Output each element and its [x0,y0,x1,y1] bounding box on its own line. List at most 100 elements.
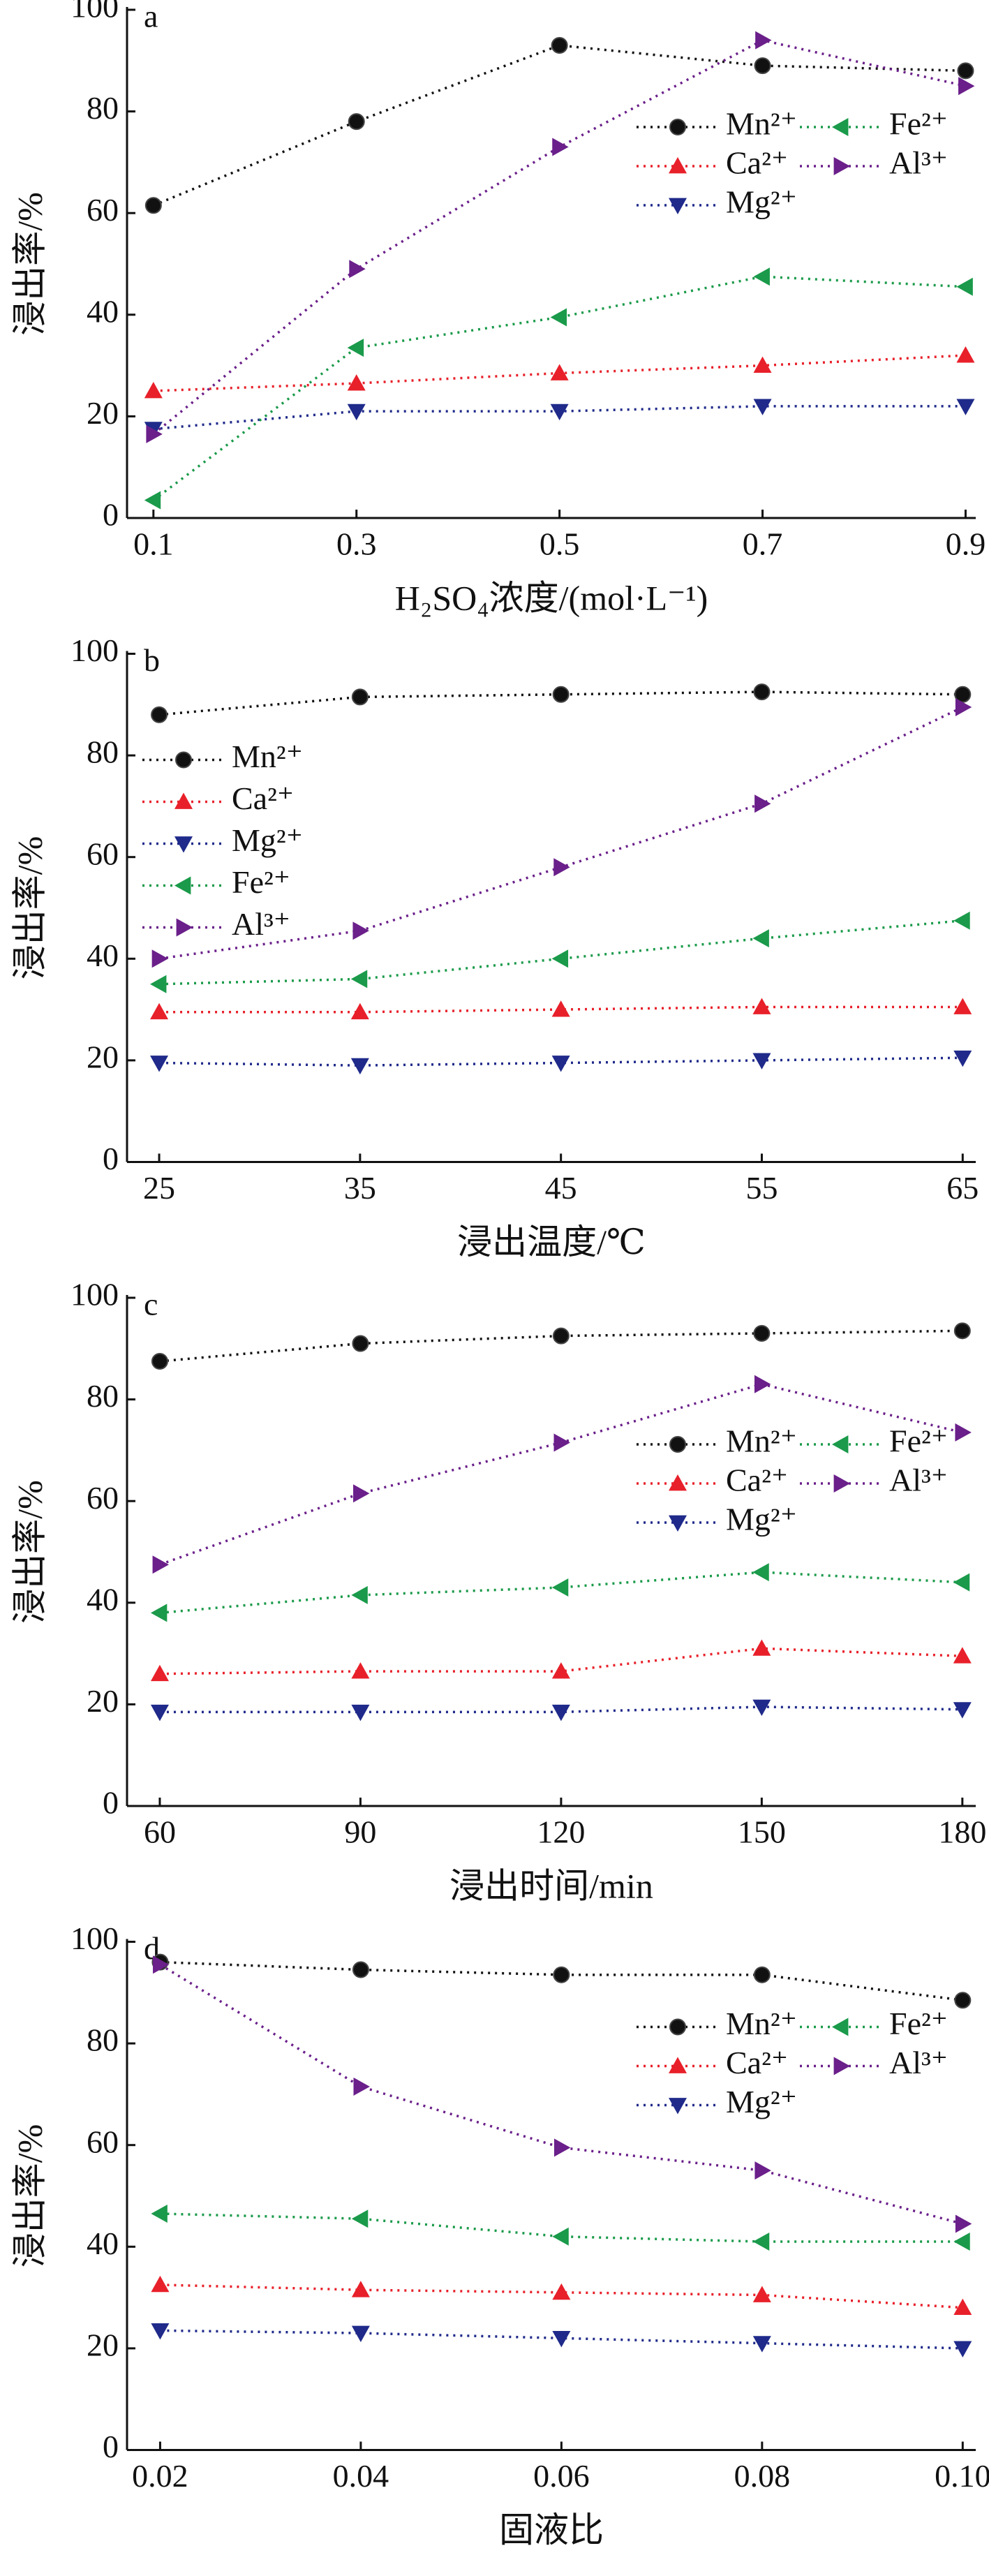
marker [150,1002,169,1020]
legend-label: Al³⁺ [889,1463,948,1498]
marker [955,2214,972,2233]
marker [350,1002,369,1020]
marker [151,706,168,723]
marker [351,2209,369,2228]
legend-marker [175,751,192,769]
y-tick-label: 0 [103,1141,119,1176]
x-tick-label: 0.10 [935,2458,989,2494]
marker [552,686,570,703]
marker [953,2233,970,2251]
marker [754,794,771,813]
legend-label: Fe²⁺ [889,2006,948,2041]
marker [752,929,769,948]
marker [953,2341,972,2357]
marker [350,1058,369,1075]
marker [151,2275,170,2293]
x-tick-label: 60 [144,1814,176,1850]
marker [551,1056,570,1072]
y-tick-label: 60 [87,192,119,228]
marker [753,356,772,373]
legend-marker [833,157,850,175]
marker [150,1604,168,1622]
y-tick-label: 100 [70,0,119,24]
series-line [159,919,963,986]
marker [955,697,972,716]
legend-label: Mg²⁺ [232,822,303,858]
legend-label: Mn²⁺ [726,2006,797,2041]
series-line [159,1056,963,1067]
marker [752,1053,771,1069]
marker [953,998,972,1014]
marker [347,339,364,357]
y-tick-label: 100 [70,1920,119,1956]
marker [150,1056,169,1072]
y-tick-label: 60 [87,836,119,871]
x-tick-label: 65 [946,1170,979,1206]
legend-label: Ca²⁺ [726,1463,788,1498]
marker [351,688,369,706]
marker [553,858,570,877]
marker [953,1573,970,1592]
y-tick-label: 40 [87,293,119,329]
x-tick-label: 0.5 [540,526,580,562]
series-line [158,690,963,716]
y-tick-label: 20 [87,1683,119,1719]
marker [752,1639,771,1656]
legend-marker [669,2057,687,2073]
marker [351,1585,368,1604]
legend-marker [669,157,687,174]
series-line [159,1647,962,1675]
marker [754,1375,771,1393]
marker [352,921,369,940]
x-tick-label: 35 [344,1170,376,1206]
x-axis-label: 浸出时间/min [449,1866,653,1905]
x-axis-label: 浸出温度/℃ [457,1222,646,1261]
marker [551,36,568,54]
marker [151,2323,170,2340]
series-line [159,1705,962,1714]
marker [144,197,162,214]
marker [958,77,975,96]
legend-label: Fe²⁺ [889,106,948,142]
y-tick-label: 40 [87,2226,119,2261]
x-tick-label: 120 [537,1814,585,1850]
marker [955,1423,972,1442]
x-tick-label: 0.9 [946,526,986,562]
legend-marker [669,2098,687,2115]
marker [753,399,772,415]
marker [347,374,366,391]
legend-marker [176,918,193,937]
marker [953,1322,971,1340]
legend-label: Mg²⁺ [726,2084,797,2119]
marker [351,1704,370,1722]
marker [956,346,975,363]
marker [957,62,974,80]
y-tick-label: 80 [87,90,119,126]
y-axis-label: 浸出率/% [10,2124,49,2268]
y-tick-label: 0 [103,497,119,533]
legend-label: Mg²⁺ [726,1502,797,1537]
marker [753,267,770,286]
marker [144,491,161,510]
panel-label: a [144,0,158,34]
y-tick-label: 0 [103,1785,119,1821]
legend-marker [669,1515,687,1532]
y-axis-label: 浸出率/% [10,836,49,980]
x-axis-label: H₂SO₄浓度/(mol·L⁻¹) [395,578,708,617]
legend-marker [832,118,849,136]
marker [348,113,365,131]
marker [552,1327,570,1345]
marker [552,2227,569,2246]
series-line [159,1571,962,1615]
x-tick-label: 45 [545,1170,577,1206]
y-tick-label: 100 [70,1277,119,1312]
marker [351,2325,370,2343]
series-line [152,275,966,501]
x-tick-label: 0.08 [734,2458,791,2494]
marker [552,138,569,156]
marker [150,1704,169,1722]
marker [754,2161,771,2180]
y-tick-label: 20 [87,2327,119,2362]
marker [350,970,368,989]
